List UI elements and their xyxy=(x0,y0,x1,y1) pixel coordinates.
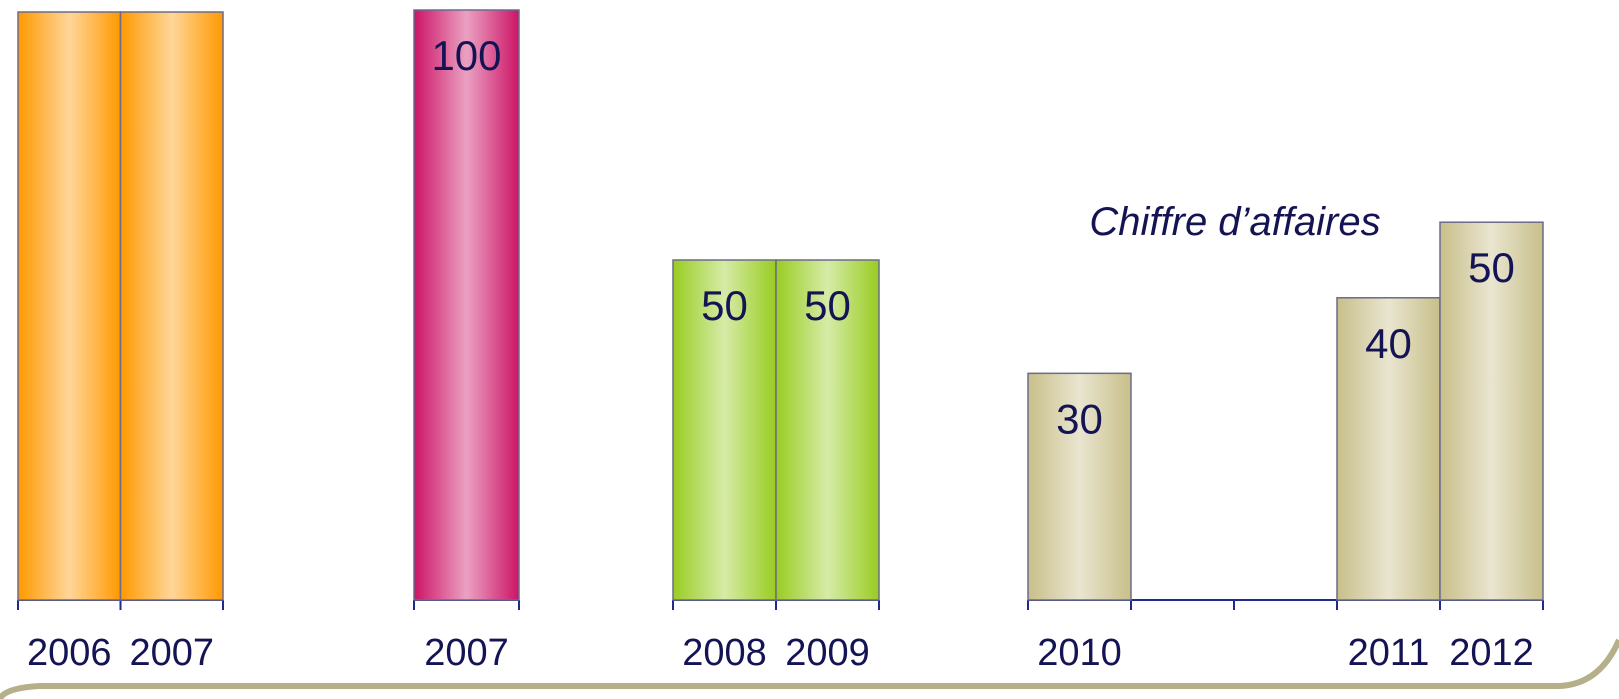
chart-panel-2: 100 2007 xyxy=(413,9,520,674)
category-label: 2008 xyxy=(682,632,767,674)
bar-2009 xyxy=(775,259,880,601)
bar-2007 xyxy=(413,9,520,601)
category-label: 2006 xyxy=(27,632,112,674)
chart-panel-1: 2006 2007 xyxy=(17,11,224,674)
category-label: 2011 xyxy=(1348,632,1430,674)
bar-2010 xyxy=(1027,372,1132,601)
bar-2006 xyxy=(17,11,122,601)
bar-2007 xyxy=(119,11,224,601)
data-label: 50 xyxy=(804,282,851,329)
category-label: 2007 xyxy=(129,632,214,674)
category-label: 2007 xyxy=(424,632,509,674)
category-label: 2012 xyxy=(1449,632,1534,674)
bar-2008 xyxy=(672,259,777,601)
data-label: 50 xyxy=(701,282,748,329)
chart-panel-3: 50 2008 50 2009 xyxy=(672,259,880,674)
category-label: 2010 xyxy=(1037,632,1122,674)
data-label: 30 xyxy=(1056,395,1103,442)
bar-2011 xyxy=(1336,297,1441,601)
data-label: 100 xyxy=(431,32,501,79)
chart-panel-4: 30 2010 40 2011 50 2012 xyxy=(1027,221,1544,674)
data-label: 50 xyxy=(1468,244,1515,291)
bar-2012 xyxy=(1439,221,1544,601)
chart-title: Chiffre d’affaires xyxy=(1089,200,1380,244)
slide-border-decoration xyxy=(0,638,1619,699)
data-label: 40 xyxy=(1365,320,1412,367)
category-label: 2009 xyxy=(785,632,870,674)
